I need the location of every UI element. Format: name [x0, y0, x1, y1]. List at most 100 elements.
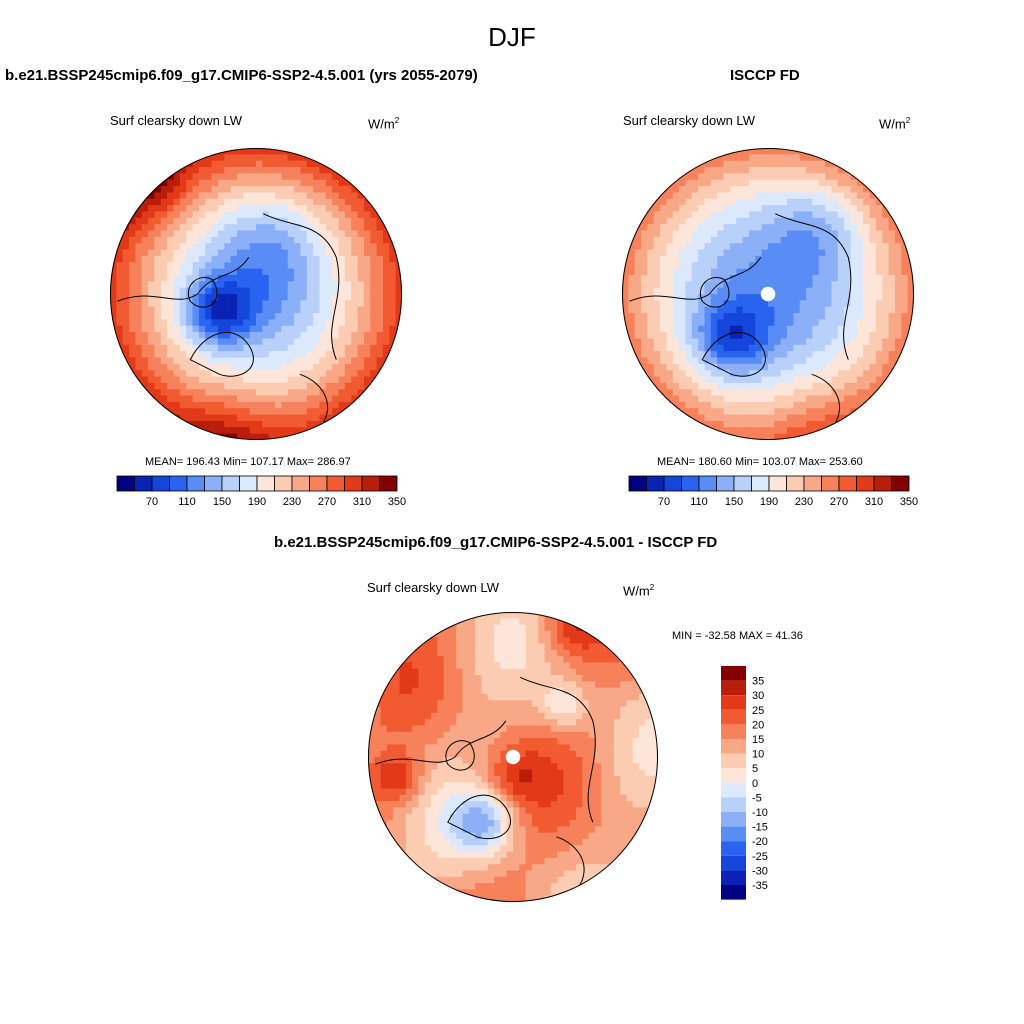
diff-cell [531, 876, 539, 884]
diff-cell [437, 731, 445, 739]
model-cell [205, 376, 213, 384]
diff-cell [443, 630, 451, 638]
obs-cell [774, 351, 782, 359]
diff-cell [500, 656, 508, 664]
obs-cell [704, 224, 712, 232]
obs-cell [812, 300, 820, 308]
obs-cell [780, 236, 788, 244]
obs-cell [837, 249, 845, 257]
model-cell [135, 325, 143, 333]
model-cell [230, 205, 238, 213]
obs-cell [641, 325, 648, 333]
diff-cell [513, 706, 520, 714]
model-cell [160, 313, 168, 320]
obs-cell [723, 198, 731, 206]
model-cell [224, 325, 232, 333]
model-cell [236, 325, 244, 333]
model-cell [198, 243, 206, 251]
diff-cell [386, 820, 394, 827]
diff-cell [550, 895, 558, 902]
diff-cell [582, 782, 590, 790]
diff-cell [569, 712, 577, 720]
obs-cell [780, 243, 788, 251]
obs-cell [634, 344, 642, 352]
obs-cell [679, 325, 687, 333]
model-cell [287, 363, 295, 371]
obs-cell [653, 344, 661, 352]
diff-cell [550, 775, 558, 783]
diff-cell [481, 763, 489, 771]
model-cell [338, 401, 346, 409]
obs-cell [717, 205, 725, 213]
diff-cell [582, 712, 590, 720]
diff-cell [424, 744, 432, 752]
obs-cell [717, 376, 725, 384]
model-cell [186, 217, 194, 225]
diff-cell [393, 750, 401, 758]
diff-cell [544, 649, 552, 657]
obs-cell [685, 186, 693, 194]
obs-cell [856, 344, 864, 352]
model-cell [173, 363, 181, 371]
model-cell [230, 281, 238, 289]
obs-cell [812, 148, 820, 155]
model-cell [141, 306, 149, 314]
obs-cell [710, 186, 718, 194]
obs-cell [844, 332, 852, 340]
diff-cell [500, 889, 508, 897]
diff-cell [525, 706, 533, 714]
model-cell [122, 236, 130, 244]
diff-cell [456, 675, 464, 682]
diff-cell [443, 838, 451, 846]
obs-cell [787, 357, 794, 365]
model-cell [363, 313, 371, 320]
model-cell [306, 160, 314, 168]
obs-cell [748, 211, 756, 219]
diff-cell [431, 813, 438, 821]
obs-cell [653, 294, 661, 301]
obs-cell [723, 300, 731, 308]
obs-cell [831, 389, 839, 397]
obs-cell [672, 395, 680, 403]
obs-cell [875, 236, 883, 244]
model-cell [167, 287, 175, 295]
diff-cell [424, 775, 432, 783]
obs-cell [869, 370, 877, 378]
obs-cell [799, 249, 807, 257]
model-cell [344, 268, 352, 276]
obs-cell [717, 363, 725, 371]
model-cell [236, 211, 244, 219]
model-cell [135, 344, 143, 352]
model-cell [198, 281, 206, 289]
model-cell [224, 376, 232, 384]
model-cell [338, 186, 346, 194]
obs-cell [875, 249, 883, 257]
model-cell [179, 408, 187, 416]
model-cell [275, 281, 282, 289]
obs-cell [844, 357, 852, 365]
obs-cell [641, 249, 648, 257]
model-cell [217, 173, 225, 181]
model-cell [205, 427, 213, 435]
model-cell [344, 401, 352, 409]
diff-cell [500, 624, 508, 632]
model-cell [376, 268, 384, 276]
obs-cell [704, 236, 712, 244]
model-cell [243, 395, 251, 403]
model-cell [224, 249, 232, 257]
diff-cell [569, 750, 577, 758]
model-cell [376, 230, 384, 238]
model-cell [154, 357, 162, 365]
diff-cell [550, 675, 558, 682]
obs-cell [831, 338, 839, 346]
model-cell [173, 287, 181, 295]
model-cell [294, 351, 302, 359]
model-cell [256, 363, 263, 371]
diff-cell [431, 668, 438, 676]
model-cell [357, 300, 365, 308]
obs-cell [660, 313, 668, 320]
diff-cell [576, 832, 583, 840]
diff-cell [456, 775, 464, 783]
model-cell [198, 420, 206, 428]
diff-cell [563, 700, 571, 708]
